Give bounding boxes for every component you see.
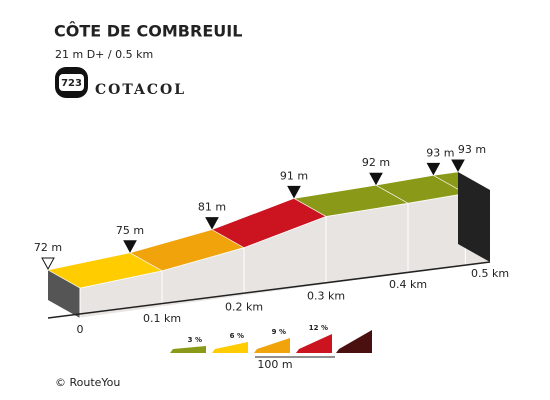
legend-swatch [336,330,372,353]
brand: COTACOL [95,82,186,98]
front-face [407,192,466,274]
badge-inner [59,74,84,91]
elevation-marker [123,240,137,253]
legend-label: 9 % [272,328,286,336]
end-face [458,172,490,262]
elevation-marker [205,217,219,230]
scale-label: 100 m [257,358,292,371]
x-tick-label: 0.4 km [389,278,427,291]
badge-number: 723 [61,78,82,89]
elevation-marker [426,162,441,176]
elevation-label: 81 m [198,201,226,214]
legend-swatch [296,334,332,353]
legend-label: 3 % [188,336,202,344]
x-tick-label: 0.5 km [471,267,509,280]
side-face [48,270,80,318]
elevation-label: 91 m [280,169,308,182]
elevation-label: 72 m [34,241,62,254]
baseline [47,261,491,319]
legend-swatch [212,342,248,353]
elevation-marker [287,185,301,199]
x-tick-label: 0.1 km [143,312,181,325]
x-tick-label: 0 [77,323,84,336]
x-tick-label: 0.3 km [307,289,345,302]
elevation-marker [369,172,383,186]
subtitle: 21 m D+ / 0.5 km [55,48,153,61]
elevation-label: 92 m [362,156,390,169]
front-face [325,202,409,285]
elevation-label: 93 m [426,146,454,159]
elevation-label: 75 m [116,224,144,237]
x-tick-label: 0.2 km [225,301,263,314]
elevation-label: 93 m [458,143,486,156]
legend-swatch [170,346,206,353]
legend-swatch [254,338,290,353]
elevation-marker [41,257,55,271]
legend-label: 12 % [309,324,328,332]
elevation-marker [451,159,465,173]
credit: © RouteYou [55,376,120,389]
legend-label: 6 % [230,332,244,340]
chart-title: CÔTE DE COMBREUIL [54,22,242,41]
